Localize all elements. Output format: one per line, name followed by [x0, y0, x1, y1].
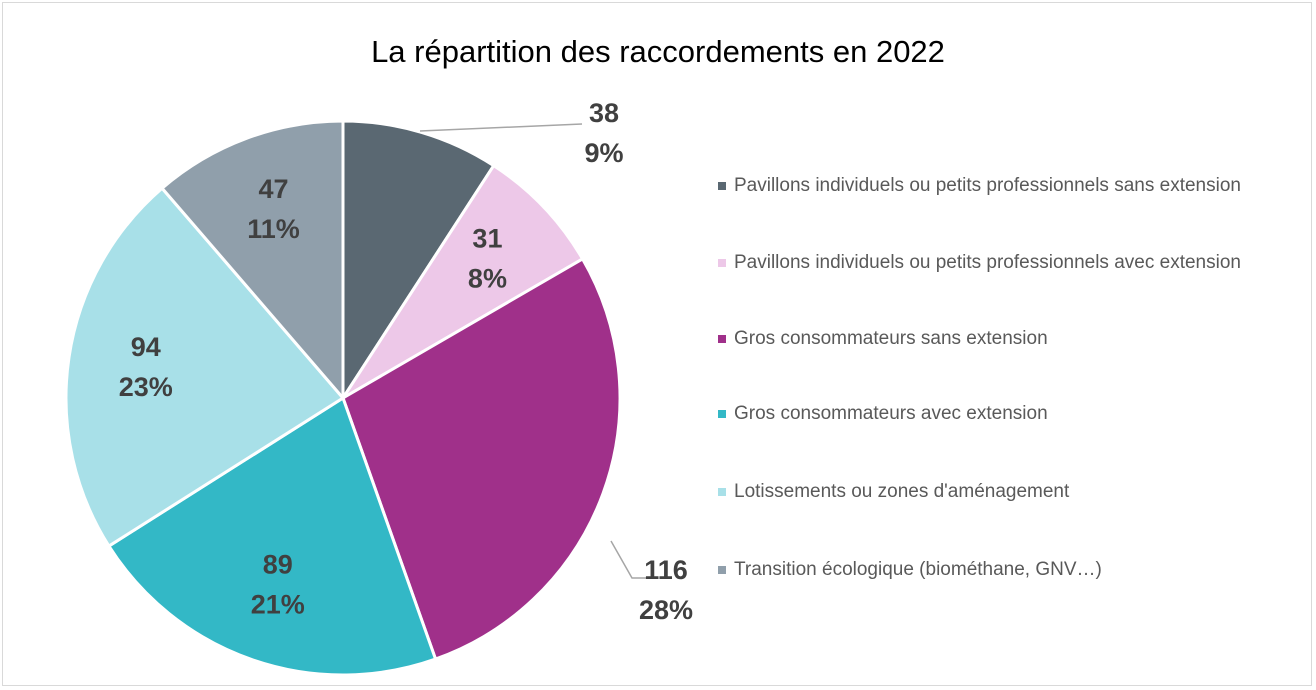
legend-item: Gros consommateurs sans extension [718, 325, 1288, 352]
legend-label: Transition écologique (biométhane, GNV…) [734, 559, 1102, 580]
legend-label: Gros consommateurs avec extension [734, 403, 1048, 424]
percentage-label: 11% [247, 214, 300, 244]
percentage-label: 23% [119, 372, 173, 402]
legend-swatch [718, 410, 726, 418]
pie-slice [341, 163, 585, 400]
legend-item: Pavillons individuels ou petits professi… [718, 249, 1288, 276]
chart-title: La répartition des raccordements en 2022 [371, 34, 945, 69]
data-label: 31 [472, 224, 502, 254]
legend-item: Gros consommateurs avec extension [718, 400, 1288, 427]
legend-item: Pavillons individuels ou petits professi… [718, 172, 1288, 199]
legend-item: Lotissements ou zones d'aménagement [718, 478, 1288, 505]
legend-label: Gros consommateurs sans extension [734, 328, 1048, 349]
percentage-label: 28% [639, 595, 693, 625]
legend-swatch [718, 335, 726, 343]
legend-swatch [718, 566, 726, 574]
data-label: 94 [131, 332, 161, 362]
legend-swatch [718, 259, 726, 267]
data-label: 38 [589, 98, 619, 128]
legend-label: Pavillons individuels ou petits professi… [734, 252, 1241, 273]
legend-label: Lotissements ou zones d'aménagement [734, 481, 1070, 502]
pie-slice [106, 395, 438, 677]
legend-item: Transition écologique (biométhane, GNV…) [718, 556, 1288, 583]
data-label: 89 [263, 550, 293, 580]
data-label: 116 [644, 555, 688, 585]
leader-line [610, 540, 650, 579]
data-label: 47 [259, 174, 289, 204]
pie-slice [159, 119, 345, 403]
pie-slice [64, 186, 346, 549]
percentage-label: 9% [584, 138, 623, 168]
pie-slice [341, 119, 496, 404]
pie-slice [341, 256, 622, 661]
percentage-label: 21% [251, 590, 305, 620]
percentage-label: 8% [468, 264, 507, 294]
legend-label: Pavillons individuels ou petits professi… [734, 175, 1241, 196]
leader-line [419, 123, 583, 132]
legend-swatch [718, 182, 726, 190]
legend-swatch [718, 488, 726, 496]
